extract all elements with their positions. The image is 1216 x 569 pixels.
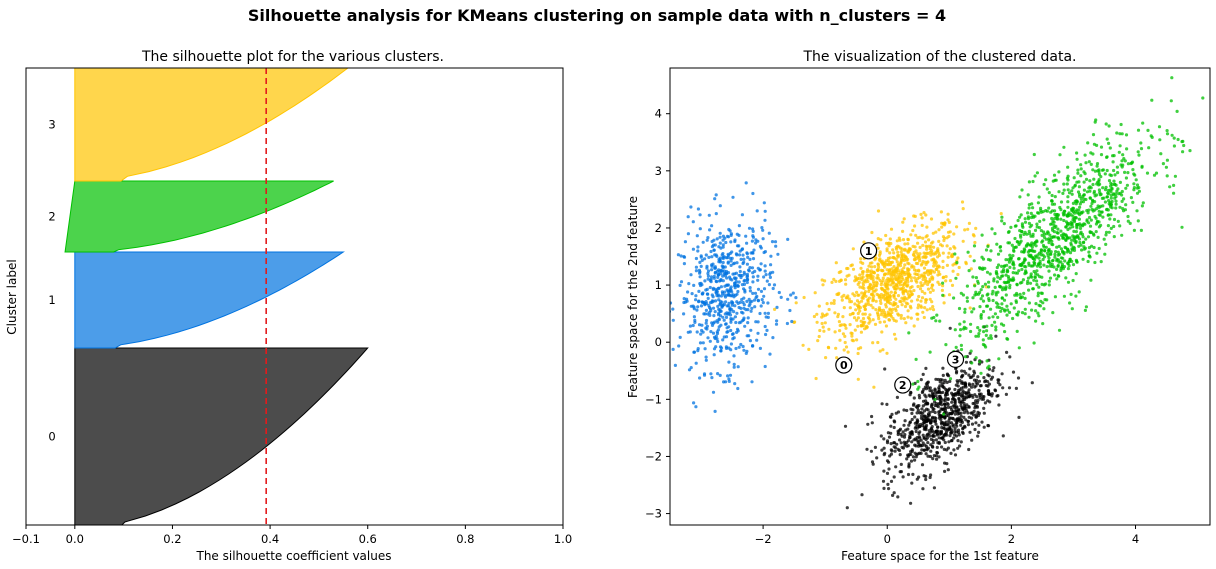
scatter-y-ticks: −3 −2 −1 0 1 2 3 4 bbox=[645, 107, 670, 521]
scatter-cluster-2 bbox=[843, 325, 1034, 510]
scatter-cluster-3 bbox=[907, 76, 1205, 416]
cluster-center-label: 2 bbox=[899, 379, 907, 392]
silhouette-x-tick-label: 0.4 bbox=[261, 532, 279, 546]
silhouette-plot-area bbox=[64, 68, 369, 525]
cluster-center-1: 1 bbox=[860, 242, 878, 260]
scatter-x-tick-label: 0 bbox=[884, 532, 891, 546]
scatter-x-ticks: −2 0 2 4 bbox=[755, 525, 1139, 546]
cluster-center-label: 1 bbox=[865, 245, 873, 258]
silhouette-x-tick-label: 0.0 bbox=[66, 532, 84, 546]
scatter-y-tick-label: 0 bbox=[655, 335, 662, 349]
silhouette-y-label: Cluster label bbox=[5, 259, 19, 334]
scatter-x-tick-label: −2 bbox=[755, 532, 772, 546]
scatter-frame bbox=[669, 67, 1211, 526]
scatter-x-tick-label: 2 bbox=[1008, 532, 1015, 546]
scatter-y-tick-label: −3 bbox=[645, 507, 662, 521]
silhouette-cluster-1 bbox=[74, 251, 345, 349]
silhouette-x-ticks: −0.1 0.0 0.2 0.4 0.6 0.8 1.0 bbox=[12, 525, 572, 546]
scatter-y-tick-label: 3 bbox=[655, 164, 662, 178]
cluster-center-0: 0 bbox=[835, 356, 853, 374]
silhouette-x-tick-label: 0.8 bbox=[456, 532, 474, 546]
scatter-y-tick-label: 1 bbox=[655, 278, 662, 292]
scatter-axes: The visualization of the clustered data.… bbox=[626, 49, 1211, 563]
scatter-y-tick-label: −1 bbox=[645, 392, 662, 406]
silhouette-y-tick-label: 2 bbox=[48, 210, 55, 224]
scatter-x-tick-label: 4 bbox=[1132, 532, 1139, 546]
silhouette-cluster-3 bbox=[74, 68, 349, 182]
cluster-center-2: 2 bbox=[894, 376, 912, 394]
silhouette-y-ticks: 0 1 2 3 bbox=[48, 118, 55, 444]
silhouette-cluster-0 bbox=[74, 347, 369, 525]
scatter-y-tick-label: 2 bbox=[655, 221, 662, 235]
silhouette-cluster-2 bbox=[64, 180, 334, 253]
scatter-cluster-1 bbox=[670, 181, 798, 413]
scatter-y-tick-label: −2 bbox=[645, 449, 662, 463]
silhouette-frame bbox=[25, 67, 564, 526]
cluster-center-3: 3 bbox=[946, 350, 965, 368]
silhouette-y-tick-label: 1 bbox=[48, 293, 55, 307]
silhouette-x-tick-label: 0.6 bbox=[359, 532, 377, 546]
cluster-center-label: 3 bbox=[952, 353, 960, 366]
scatter-x-label: Feature space for the 1st feature bbox=[841, 549, 1039, 563]
figure-suptitle: Silhouette analysis for KMeans clusterin… bbox=[248, 6, 946, 25]
scatter-y-tick-label: 4 bbox=[655, 107, 662, 121]
silhouette-x-label: The silhouette coefficient values bbox=[196, 549, 392, 563]
silhouette-axes: The silhouette plot for the various clus… bbox=[5, 49, 572, 563]
scatter-centers: 0 1 2 3 bbox=[835, 242, 965, 394]
silhouette-x-tick-label: −0.1 bbox=[12, 532, 40, 546]
scatter-y-label: Feature space for the 2nd feature bbox=[626, 196, 640, 398]
scatter-title: The visualization of the clustered data. bbox=[803, 49, 1077, 65]
silhouette-y-tick-label: 3 bbox=[48, 118, 55, 132]
scatter-cluster-0 bbox=[773, 200, 1003, 389]
silhouette-title: The silhouette plot for the various clus… bbox=[141, 49, 444, 65]
cluster-center-label: 0 bbox=[840, 359, 848, 372]
silhouette-x-tick-label: 0.2 bbox=[163, 532, 181, 546]
silhouette-x-tick-label: 1.0 bbox=[554, 532, 572, 546]
scatter-plot-area bbox=[670, 76, 1205, 510]
silhouette-y-tick-label: 0 bbox=[48, 430, 55, 444]
